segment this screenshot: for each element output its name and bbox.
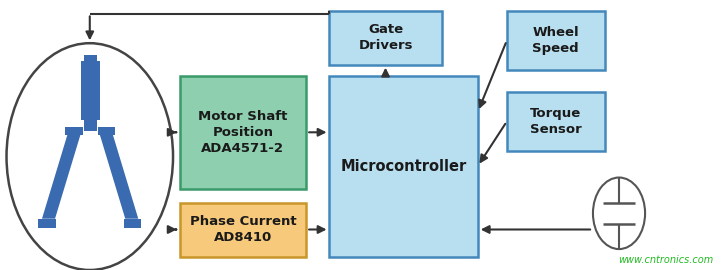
- Text: Torque
Sensor: Torque Sensor: [530, 107, 581, 136]
- Text: Motor Shaft
Position
ADA4571-2: Motor Shaft Position ADA4571-2: [198, 110, 287, 155]
- FancyBboxPatch shape: [180, 76, 306, 189]
- Ellipse shape: [593, 178, 645, 249]
- FancyBboxPatch shape: [81, 61, 100, 120]
- FancyBboxPatch shape: [124, 219, 141, 228]
- FancyBboxPatch shape: [84, 55, 97, 66]
- Text: Microcontroller: Microcontroller: [340, 158, 467, 174]
- FancyBboxPatch shape: [507, 92, 605, 151]
- Polygon shape: [100, 135, 138, 219]
- FancyBboxPatch shape: [329, 76, 478, 256]
- Text: Wheel
Speed: Wheel Speed: [532, 26, 579, 55]
- FancyBboxPatch shape: [65, 127, 83, 135]
- FancyBboxPatch shape: [84, 120, 97, 131]
- FancyBboxPatch shape: [38, 219, 56, 228]
- FancyBboxPatch shape: [180, 202, 306, 256]
- Polygon shape: [42, 135, 80, 219]
- Text: www.cntronics.com: www.cntronics.com: [618, 255, 713, 265]
- FancyBboxPatch shape: [507, 11, 605, 70]
- FancyBboxPatch shape: [98, 127, 115, 135]
- Text: Phase Current
AD8410: Phase Current AD8410: [190, 215, 296, 244]
- Text: Gate
Drivers: Gate Drivers: [358, 23, 413, 52]
- FancyBboxPatch shape: [329, 11, 442, 65]
- Ellipse shape: [7, 43, 173, 270]
